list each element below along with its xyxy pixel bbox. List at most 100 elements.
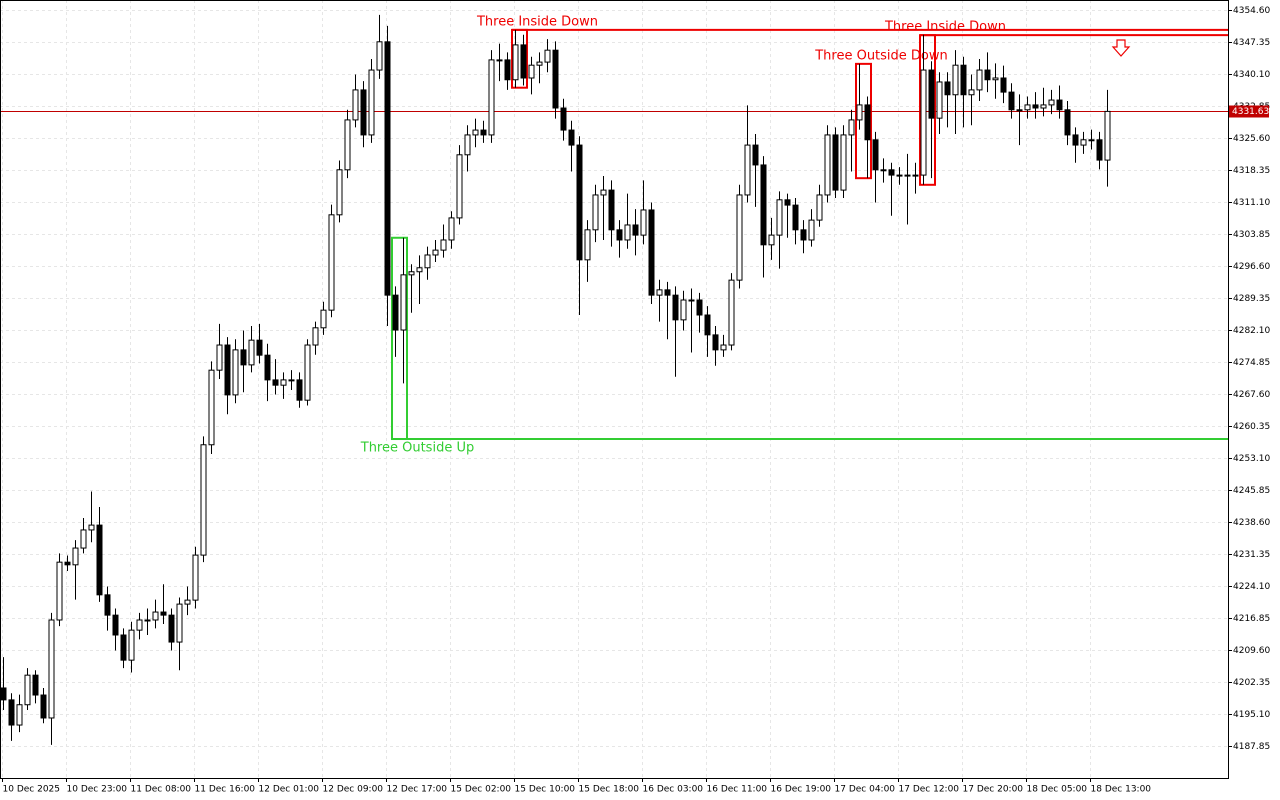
candle-body [504,59,511,81]
candle-body [656,289,663,296]
candle-body [424,254,431,269]
candle-body [320,309,327,329]
candle-body [24,674,31,706]
candle-body [336,169,343,216]
candle-body [800,229,807,241]
pattern-label: Three Outside Down [814,48,948,63]
candle-body [184,599,191,605]
x-tick-label: 15 Dec 10:00 [515,785,576,795]
candle-body [776,199,783,236]
candle-body [880,169,887,172]
candle-body [552,49,559,109]
signal-arrow [1111,39,1131,57]
candle-body [80,529,87,549]
candle-body [840,134,847,191]
candle-body [480,129,487,136]
y-tick-label: 4202.35 [1233,678,1270,688]
candle-body [272,379,279,386]
candle-body [600,189,607,196]
candle-body [224,344,231,396]
candle-body [912,174,919,177]
candle-body [8,699,15,726]
candle-body [640,209,647,236]
candle-body [1080,139,1087,146]
candle-body [960,64,967,96]
candle-body [1016,109,1023,112]
candle-body [56,561,63,621]
candle-body [696,299,703,316]
y-tick-label: 4289.35 [1233,294,1270,304]
x-tick-label: 17 Dec 20:00 [963,785,1024,795]
x-tick-label: 10 Dec 23:00 [67,785,128,795]
x-tick-label: 16 Dec 19:00 [771,785,832,795]
candle-body [1024,104,1031,111]
pattern-label: Three Inside Down [884,20,1006,35]
candle-body [624,224,631,241]
candle-body [104,594,111,616]
candle-body [440,239,447,251]
candle-body [72,547,79,566]
candle-body [136,619,143,631]
x-tick-label: 15 Dec 18:00 [579,785,640,795]
candle-body [464,134,471,156]
x-tick-label: 16 Dec 11:00 [707,785,768,795]
candle-body [856,104,863,121]
candle-body [904,174,911,177]
candle-body [984,69,991,81]
y-tick-label: 4216.85 [1233,614,1270,624]
candle-body [992,77,999,81]
candle-body [288,379,295,382]
candle-body [1048,99,1055,106]
candle-body [200,444,207,556]
y-tick-label: 4325.60 [1233,134,1270,144]
candle-body [328,214,335,311]
x-tick-label: 10 Dec 2025 [3,785,61,795]
candle-body [352,89,359,121]
candle-body [432,249,439,256]
y-tick-label: 4224.10 [1233,582,1270,592]
x-tick-label: 11 Dec 16:00 [195,785,256,795]
candle-body [520,44,527,79]
x-tick-label: 15 Dec 02:00 [451,785,512,795]
candle-body [416,267,423,273]
candle-body [96,524,103,596]
candle-body [584,229,591,261]
candle-body [16,704,23,726]
candle-body [64,561,71,566]
candle-body [720,344,727,351]
y-tick-label: 4354.60 [1233,6,1270,16]
candle-body [1096,139,1103,161]
candle-body [744,144,751,196]
candle-body [536,61,543,66]
x-tick-label: 18 Dec 05:00 [1027,785,1088,795]
candle-body [512,44,519,81]
candle-body [664,289,671,296]
candle-body [1088,139,1095,142]
y-tick-label: 4303.85 [1233,230,1270,240]
candle-body [648,209,655,296]
candle-body [672,294,679,321]
y-tick-label: 4347.35 [1233,38,1270,48]
candle-body [176,603,183,643]
candle-body [944,81,951,96]
y-tick-label: 4267.60 [1233,390,1270,400]
candle-body [168,614,175,643]
candle-body [240,349,247,366]
candle-body [1040,104,1047,109]
candle-body [248,339,255,366]
last-price-box [1229,105,1269,118]
candle-body [208,369,215,446]
candle-body [120,634,127,661]
candle-body [40,694,47,719]
candle-body [848,119,855,136]
candle-body [616,229,623,241]
x-tick-label: 18 Dec 13:00 [1091,785,1152,795]
y-tick-label: 4282.10 [1233,326,1270,336]
candle-body [760,164,767,246]
candle-body [936,81,943,119]
candle-body [400,274,407,331]
candle-body [736,194,743,281]
candles [0,14,1111,745]
